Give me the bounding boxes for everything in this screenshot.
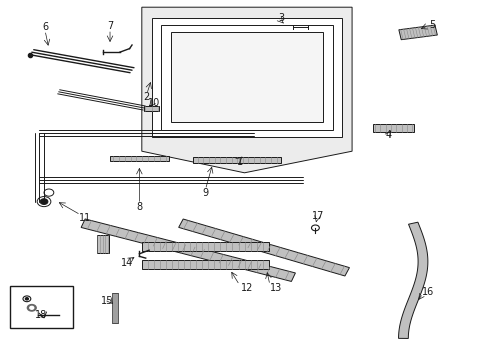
Bar xyxy=(398,25,436,40)
Bar xyxy=(10,286,73,328)
Text: 9: 9 xyxy=(202,188,208,198)
Text: 17: 17 xyxy=(311,211,324,221)
Text: 12: 12 xyxy=(240,283,253,293)
Polygon shape xyxy=(81,219,295,282)
Circle shape xyxy=(30,306,34,309)
Text: 15: 15 xyxy=(101,296,114,306)
Text: 3: 3 xyxy=(278,13,284,23)
Polygon shape xyxy=(178,219,349,276)
Text: 10: 10 xyxy=(147,98,160,108)
Text: 13: 13 xyxy=(269,283,282,293)
Polygon shape xyxy=(161,25,332,130)
Bar xyxy=(193,157,281,163)
Bar xyxy=(144,106,159,111)
Text: 7: 7 xyxy=(107,21,113,31)
Bar xyxy=(110,156,168,161)
Polygon shape xyxy=(151,18,342,137)
Bar xyxy=(372,124,414,132)
Circle shape xyxy=(25,298,28,300)
Bar xyxy=(142,260,268,269)
Circle shape xyxy=(40,199,48,204)
Text: 2: 2 xyxy=(143,92,149,102)
Polygon shape xyxy=(142,7,351,173)
Text: 5: 5 xyxy=(429,20,435,30)
Circle shape xyxy=(27,305,36,311)
Text: 6: 6 xyxy=(42,22,48,32)
Text: 1: 1 xyxy=(236,157,242,167)
Polygon shape xyxy=(171,32,322,122)
Text: 4: 4 xyxy=(385,130,391,140)
Text: 18: 18 xyxy=(35,310,48,320)
Bar xyxy=(142,242,268,251)
Polygon shape xyxy=(398,222,427,338)
Text: 16: 16 xyxy=(421,287,433,297)
Text: 14: 14 xyxy=(121,258,133,268)
Text: 11: 11 xyxy=(79,213,92,223)
Text: 8: 8 xyxy=(136,202,142,212)
Bar xyxy=(112,292,118,323)
Bar xyxy=(96,235,108,253)
